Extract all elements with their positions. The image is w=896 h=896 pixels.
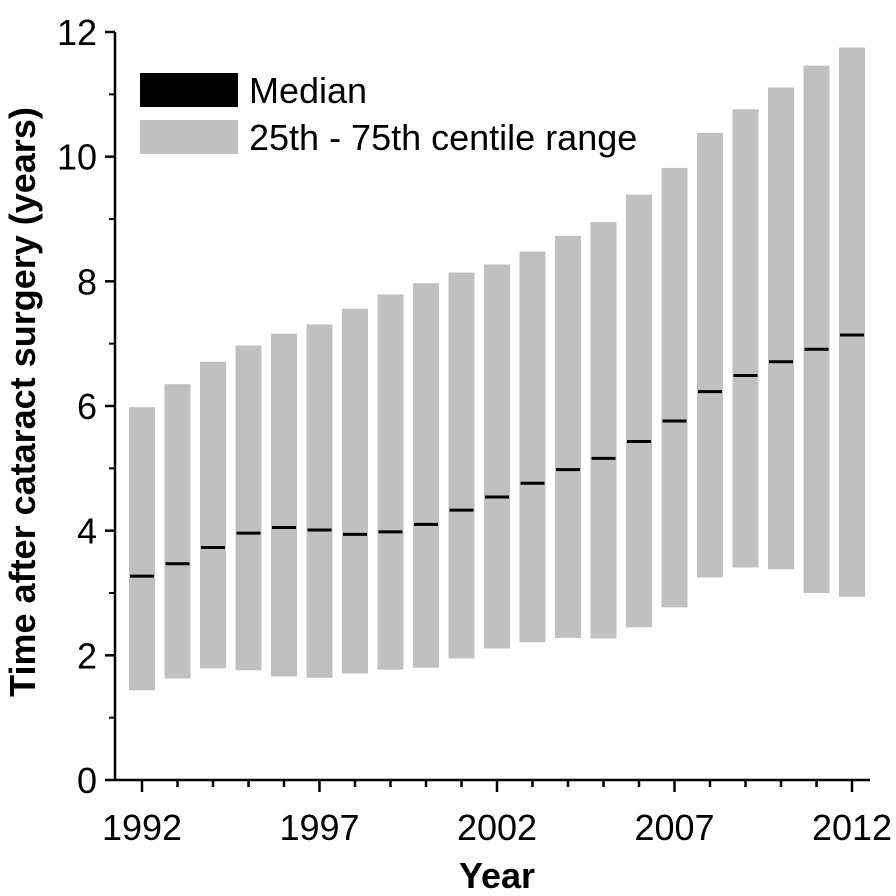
range-bar-1992 (129, 407, 155, 691)
x-axis-title: Year (459, 855, 535, 896)
y-ticks-layer: 0 2 4 6 8 10 12 (57, 12, 115, 801)
legend-median-swatch (140, 73, 238, 107)
x-tick-label-1997: 1997 (279, 807, 359, 848)
y-axis-title: Time after cataract surgery (years) (2, 107, 43, 697)
range-bar-2009 (732, 109, 759, 568)
range-bar-1998 (342, 308, 368, 674)
range-bar-2010 (768, 87, 794, 570)
y-tick-label-2: 2 (77, 635, 97, 676)
range-bar-2006 (626, 194, 652, 628)
y-tick-label-10: 10 (57, 137, 97, 178)
range-bar-2004 (555, 235, 581, 638)
x-tick-label-1992: 1992 (102, 807, 182, 848)
legend-range-label: 25th - 75th centile range (249, 117, 637, 158)
range-bars-layer (129, 47, 865, 691)
range-bar-2008 (697, 132, 723, 578)
range-bar-1993 (164, 384, 191, 679)
x-tick-label-2012: 2012 (812, 807, 892, 848)
range-bar-2001 (448, 272, 475, 659)
range-bar-1995 (235, 345, 262, 671)
range-bar-1994 (200, 361, 226, 669)
range-bar-2002 (484, 264, 510, 649)
range-bar-2000 (413, 283, 439, 668)
range-bar-2012 (839, 47, 865, 597)
range-bar-1999 (377, 294, 404, 670)
y-tick-label-8: 8 (77, 261, 97, 302)
x-ticks-layer: 1992 1997 2002 2007 2012 (102, 780, 892, 848)
x-tick-label-2002: 2002 (457, 807, 537, 848)
legend-median-label: Median (249, 70, 367, 111)
y-tick-label-4: 4 (77, 511, 97, 552)
y-tick-label-0: 0 (77, 760, 97, 801)
range-bar-2007 (661, 167, 688, 608)
x-tick-label-2007: 2007 (634, 807, 714, 848)
legend-range-swatch (140, 120, 238, 154)
y-tick-label-12: 12 (57, 12, 97, 53)
legend: Median 25th - 75th centile range (140, 70, 637, 158)
range-bar-1997 (306, 324, 333, 678)
range-bar-1996 (271, 333, 297, 677)
y-tick-label-6: 6 (77, 386, 97, 427)
range-bar-2011 (803, 65, 830, 593)
range-bar-2003 (519, 251, 546, 643)
median-markers-layer (130, 333, 864, 578)
range-bar-2005 (590, 222, 617, 639)
